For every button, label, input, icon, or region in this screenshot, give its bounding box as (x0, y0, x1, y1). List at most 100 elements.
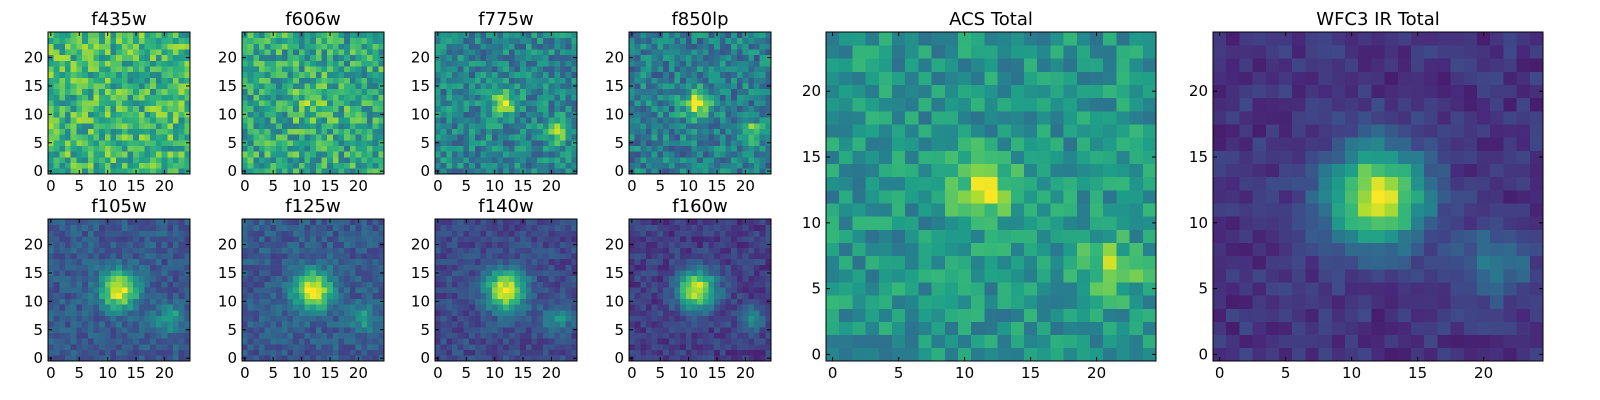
heatmap-cell (452, 37, 459, 44)
heatmap-cell (651, 309, 658, 316)
heatmap-cell (503, 270, 510, 277)
heatmap-cells (48, 32, 191, 175)
heatmap-cell (514, 236, 521, 243)
heatmap-cell (281, 241, 288, 248)
heatmap-cell (178, 128, 185, 135)
heatmap-cell (270, 94, 277, 101)
heatmap-cell (315, 321, 322, 328)
heatmap-cell (155, 298, 162, 305)
heatmap-cell (110, 321, 117, 328)
heatmap-cell (554, 326, 561, 333)
heatmap-cell (440, 309, 447, 316)
heatmap-cell (99, 168, 106, 175)
heatmap-cell (559, 122, 567, 129)
heatmap-cell (559, 332, 567, 339)
heatmap-cell (247, 100, 254, 107)
heatmap-cell (270, 292, 277, 299)
heatmap-cell (270, 139, 277, 146)
heatmap-cell (725, 287, 732, 294)
heatmap-cell (714, 287, 721, 294)
heatmap-cell (565, 224, 572, 231)
heatmap-cell (514, 321, 521, 328)
heatmap-cell (634, 105, 641, 112)
heatmap-cell (259, 281, 266, 288)
heatmap-cell (663, 321, 670, 328)
heatmap-cell (242, 105, 249, 112)
heatmap-cell (133, 128, 140, 135)
heatmap-cell (332, 168, 339, 175)
heatmap-cell (99, 315, 106, 322)
heatmap-cell (520, 349, 527, 356)
heatmap-cell (315, 304, 322, 311)
heatmap-cell (634, 128, 641, 135)
heatmap-cell (646, 139, 653, 146)
heatmap-cell (355, 264, 362, 271)
heatmap-cell (469, 264, 476, 271)
heatmap-cell (293, 349, 300, 356)
heatmap-cell (697, 287, 704, 294)
heatmap-cell (59, 168, 66, 175)
heatmap-cell (349, 88, 356, 95)
heatmap-cell (59, 151, 66, 158)
heatmap-cell (264, 88, 271, 95)
heatmap-cell (548, 139, 555, 146)
heatmap-cell (338, 105, 345, 112)
heatmap-cell (281, 139, 288, 146)
heatmap-cell (486, 241, 493, 248)
heatmap-cell (59, 145, 66, 152)
heatmap-cell (304, 298, 311, 305)
heatmap-cell (355, 275, 362, 282)
heatmap-cell (474, 100, 481, 107)
heatmap-cell (355, 71, 362, 78)
heatmap-cell (663, 349, 670, 356)
y-tick-label: 20 (411, 236, 430, 254)
heatmap-cell (554, 105, 561, 112)
heatmap-cell (144, 100, 151, 107)
heatmap-cell (559, 66, 567, 73)
heatmap-cell (150, 32, 157, 39)
heatmap-cell (554, 275, 561, 282)
heatmap-cell (338, 224, 345, 231)
heatmap-cell (731, 156, 738, 164)
heatmap-cell (691, 94, 698, 101)
heatmap-cell (531, 230, 538, 237)
heatmap-cell (725, 151, 732, 158)
heatmap-cell (474, 134, 481, 141)
heatmap-cell (435, 60, 442, 67)
heatmap-cell (571, 281, 578, 288)
heatmap-cell (253, 54, 260, 61)
heatmap-cell (298, 258, 305, 265)
heatmap-cell (259, 309, 266, 316)
heatmap-cell (657, 343, 664, 351)
heatmap-cell (184, 77, 191, 84)
heatmap-cell (310, 321, 317, 328)
heatmap-cell (736, 304, 743, 311)
heatmap-cell (110, 151, 117, 158)
heatmap-cell (87, 287, 94, 294)
heatmap-cell (759, 117, 766, 124)
heatmap-cell (440, 355, 447, 362)
heatmap-cell (634, 88, 641, 95)
heatmap-cell (276, 270, 283, 277)
heatmap-cell (344, 83, 351, 90)
heatmap-cell (99, 162, 106, 169)
heatmap-cell (99, 156, 106, 164)
heatmap-cell (276, 355, 283, 362)
heatmap-cell (680, 88, 687, 95)
heatmap-cell (355, 247, 362, 254)
heatmap-cell (651, 343, 658, 351)
heatmap-cell (276, 241, 283, 248)
heatmap-cell (486, 168, 493, 175)
heatmap-cell (708, 139, 715, 146)
heatmap-cell (161, 117, 168, 124)
heatmap-cell (742, 287, 749, 294)
heatmap-cell (287, 315, 294, 322)
heatmap-cell (378, 128, 385, 135)
heatmap-cell (719, 117, 726, 124)
heatmap-cell (725, 315, 732, 322)
heatmap-cell (634, 117, 641, 124)
heatmap-cell (372, 168, 379, 175)
heatmap-cell (315, 168, 322, 175)
heatmap-cell (321, 37, 328, 44)
heatmap-cell (161, 298, 168, 305)
